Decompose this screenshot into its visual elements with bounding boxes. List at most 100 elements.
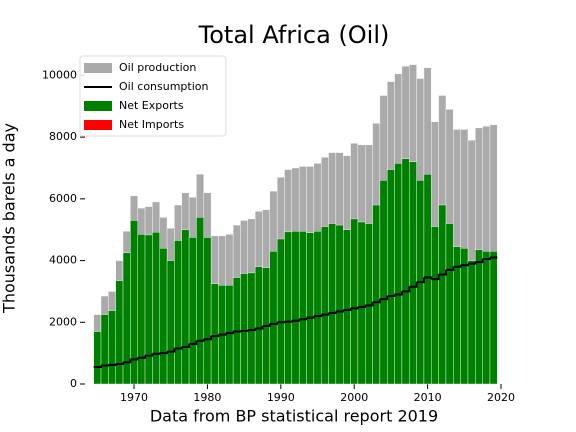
line-step: [101, 364, 110, 367]
line-step: [167, 348, 176, 353]
x-tick-label: 1970: [120, 391, 148, 404]
y-tick-label: 2000: [49, 315, 77, 328]
line-step: [482, 257, 491, 261]
line-step: [365, 302, 374, 307]
bar: [144, 234, 153, 385]
bar: [298, 231, 307, 385]
line-step: [233, 330, 242, 333]
line-step: [181, 343, 191, 348]
bar: [203, 237, 212, 385]
line-step: [372, 299, 381, 304]
legend-label: Net Imports: [119, 118, 184, 131]
legend-swatch: [84, 101, 112, 111]
line-step: [379, 296, 389, 301]
bar: [372, 204, 381, 385]
bar: [284, 231, 293, 385]
x-tick-label: 2020: [487, 391, 515, 404]
bar: [387, 169, 395, 385]
x-tick-label: 1990: [267, 391, 295, 404]
line-step: [475, 259, 484, 264]
x-tick-label: 2010: [414, 391, 442, 404]
line-step: [357, 305, 367, 308]
line-step: [416, 277, 425, 284]
legend-label: Net Exports: [119, 99, 184, 112]
x-tick-label: 1980: [193, 391, 221, 404]
line-step: [152, 352, 161, 355]
bar: [445, 223, 454, 385]
bar: [115, 280, 124, 385]
line-step: [225, 331, 235, 335]
y-axis-label: Thousands barels a day: [0, 123, 19, 314]
bar: [122, 252, 131, 385]
bar: [467, 260, 476, 385]
bar: [379, 180, 388, 385]
line-step: [240, 329, 249, 332]
y-tick-label: 8000: [49, 130, 77, 143]
line-step: [409, 282, 418, 288]
bar: [423, 173, 432, 385]
bar: [269, 251, 278, 385]
line-step: [445, 266, 455, 271]
bar: [343, 229, 351, 385]
line-step: [387, 294, 396, 298]
bar: [174, 240, 182, 385]
y-tick-label: 10000: [42, 68, 77, 81]
bar: [335, 224, 344, 385]
chart-title: Total Africa (Oil): [198, 21, 390, 49]
bar: [489, 251, 498, 385]
y-tick-label: 0: [70, 377, 77, 390]
bar: [225, 285, 234, 385]
plot: [93, 64, 498, 385]
bar: [394, 163, 403, 385]
bar: [291, 231, 300, 385]
line-step: [277, 321, 286, 324]
line-step: [203, 336, 213, 341]
bar: [254, 266, 263, 385]
line-step: [123, 359, 132, 364]
line-step: [306, 316, 315, 319]
bar: [460, 248, 469, 385]
line-step: [431, 274, 440, 281]
line-step: [460, 263, 469, 267]
bar: [100, 314, 109, 385]
bar: [320, 226, 329, 385]
line-step: [328, 311, 337, 315]
bar: [350, 218, 359, 385]
bar: [431, 226, 439, 385]
legend-box: [79, 55, 227, 137]
legend-label: Oil production: [119, 61, 196, 74]
line-step: [401, 286, 411, 293]
line-step: [108, 363, 117, 366]
bar: [137, 234, 146, 385]
y-tick-label: 4000: [49, 254, 77, 267]
bar: [357, 221, 366, 385]
bar: [247, 272, 256, 385]
bar: [328, 223, 337, 385]
x-axis-label: Data from BP statistical report 2019: [150, 407, 438, 426]
bar: [401, 158, 410, 385]
bar: [181, 229, 190, 385]
x-tick-label: 2000: [340, 391, 368, 404]
bar: [409, 161, 417, 385]
legend-swatch: [84, 120, 112, 130]
legend-swatch: [84, 63, 112, 73]
bar: [365, 223, 373, 385]
bar: [152, 231, 160, 385]
bar: [166, 260, 175, 385]
bar: [196, 217, 204, 385]
bar: [210, 283, 219, 385]
line-step: [438, 269, 447, 276]
bar: [438, 204, 447, 385]
bar: [482, 251, 491, 385]
line-step: [174, 346, 183, 350]
bar: [159, 248, 168, 385]
line-step: [130, 357, 139, 361]
line-step: [189, 340, 198, 345]
line-step: [394, 291, 403, 296]
bar: [240, 273, 248, 385]
bar: [93, 331, 102, 385]
legend: Oil production Oil consumption Net Exports…: [79, 55, 227, 137]
bar: [188, 237, 197, 385]
bar: [276, 238, 285, 385]
